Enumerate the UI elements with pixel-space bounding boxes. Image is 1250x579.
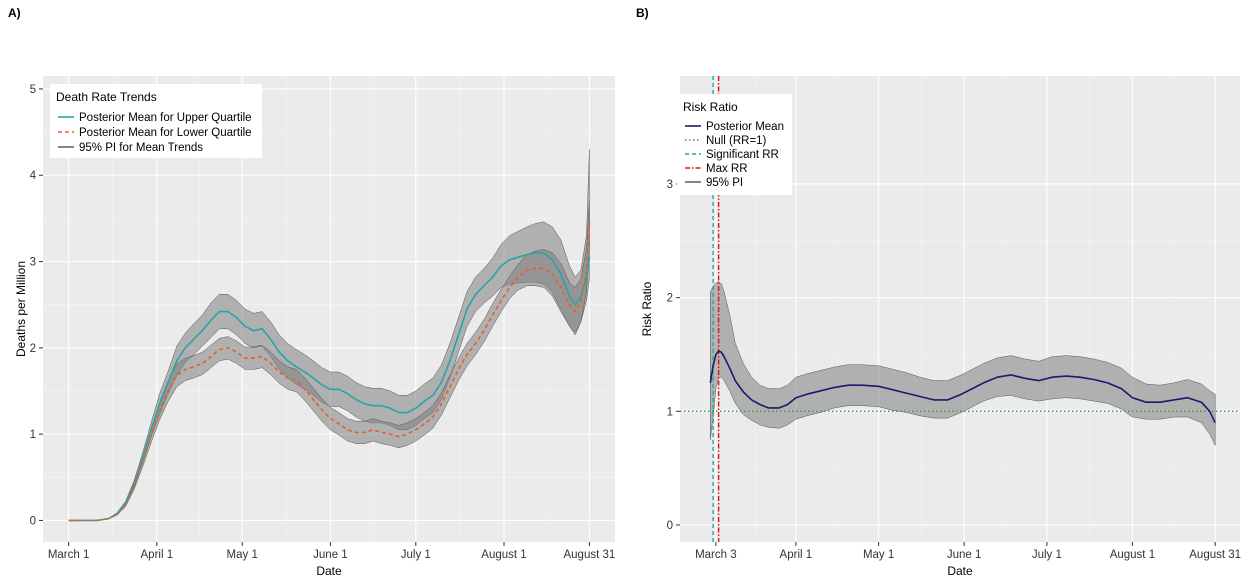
panel-a-trend-lines [68,222,591,522]
y-tick-label: 5 [30,84,36,96]
legend-label: Null (RR=1) [706,135,767,147]
panel-a: A) 0 1 2 3 4 5 March 1 April 1 May 1 June 1 July … [8,6,615,578]
x-tick-label: May 1 [863,549,894,561]
x-tick-label: July 1 [401,549,431,561]
panel-b-x-axis-title: Date [947,564,973,578]
panel-b-trend-line [709,350,1216,424]
legend-item-max-rr: Max RR [685,163,748,175]
credible-band [710,281,1216,446]
legend-label: Posterior Mean for Upper Quartile [79,112,252,124]
x-tick-label: July 1 [1032,549,1062,561]
x-tick-label: June 1 [947,549,982,561]
x-tick-label: August 31 [1189,549,1241,561]
panel-b: B) 0 1 2 3 March 3 April 1 May 1 June 1 July 1 A… [636,6,1241,578]
x-tick-label: June 1 [313,549,348,561]
y-tick-label: 4 [30,170,37,182]
panel-a-legend-title: Death Rate Trends [56,90,157,104]
legend-item-significant-rr: Significant RR [685,149,779,161]
legend-label: Posterior Mean for Lower Quartile [79,127,252,139]
legend-label: Max RR [706,163,748,175]
legend-item-upper-quartile: Posterior Mean for Upper Quartile [58,112,252,124]
panel-b-legend-title: Risk Ratio [683,100,738,114]
x-tick-label: April 1 [141,549,174,561]
panel-a-legend: Death Rate Trends Posterior Mean for Upp… [50,84,262,158]
panel-b-legend: Risk Ratio Posterior Mean Null (RR=1) Si… [677,94,792,195]
panel-a-y-axis: 0 1 2 3 4 5 [30,84,43,527]
x-tick-label: April 1 [780,549,813,561]
series-line [709,350,1216,424]
panel-a-tag: A) [8,6,21,20]
panel-a-x-axis-title: Date [316,564,342,578]
panel-b-y-axis-title: Risk Ratio [640,281,654,336]
legend-label: 95% PI for Mean Trends [79,142,203,154]
y-tick-label: 1 [30,429,36,441]
y-tick-label: 2 [30,343,36,355]
panel-b-y-axis: 0 1 2 3 [667,179,680,532]
x-tick-label: August 31 [563,549,615,561]
y-tick-label: 2 [667,293,673,305]
panel-a-y-axis-title: Deaths per Million [14,261,28,357]
panel-b-x-axis: March 3 April 1 May 1 June 1 July 1 August 1 A… [695,542,1241,561]
panel-b-credible-band [710,281,1216,446]
x-tick-label: August 1 [481,549,526,561]
y-tick-label: 0 [30,515,36,527]
legend-item-posterior-mean: Posterior Mean [685,121,784,133]
panel-a-x-axis: March 1 April 1 May 1 June 1 July 1 August 1 A… [48,542,615,561]
series-line [68,252,591,522]
x-tick-label: March 3 [695,549,737,561]
x-tick-label: August 1 [1110,549,1155,561]
panel-b-legend-box [677,94,792,195]
x-tick-label: May 1 [227,549,258,561]
y-tick-label: 3 [667,179,673,191]
legend-item-pi: 95% PI [685,177,743,189]
y-tick-label: 0 [667,520,673,532]
panel-b-tag: B) [636,6,649,20]
legend-label: 95% PI [706,177,743,189]
y-tick-label: 3 [30,257,36,269]
legend-label: Significant RR [706,149,779,161]
panel-a-gridlines [43,76,615,542]
legend-item-null-rr: Null (RR=1) [685,135,767,147]
legend-item-pi: 95% PI for Mean Trends [58,142,203,154]
legend-item-lower-quartile: Posterior Mean for Lower Quartile [58,127,252,139]
x-tick-label: March 1 [48,549,90,561]
legend-label: Posterior Mean [706,121,784,133]
y-tick-label: 1 [667,406,673,418]
panel-a-legend-box [50,84,262,158]
